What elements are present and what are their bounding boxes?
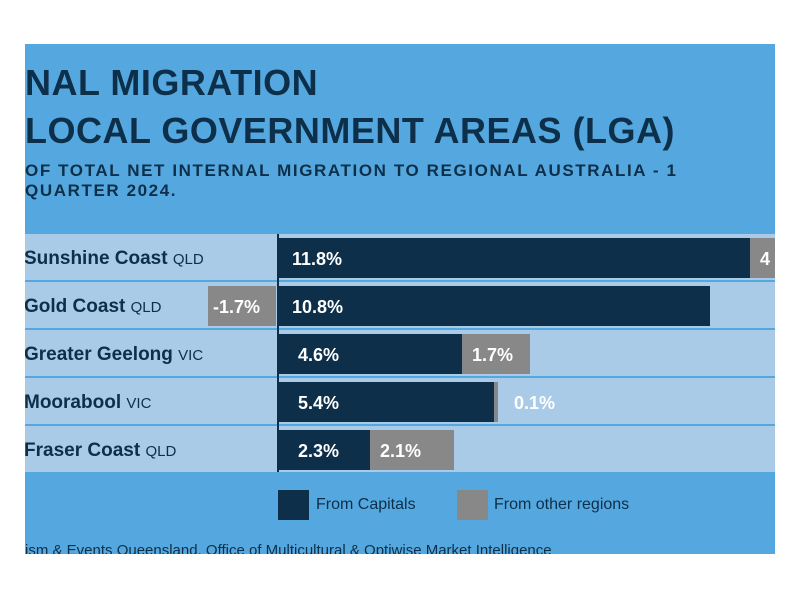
category-label: Fraser Coast QLD bbox=[25, 440, 176, 461]
state-label: QLD bbox=[145, 443, 176, 460]
bar-from-capitals bbox=[278, 382, 494, 422]
bar-from-other-regions bbox=[370, 430, 454, 470]
bar-from-other-regions bbox=[208, 286, 276, 326]
value-label-other: 1.7% bbox=[472, 345, 513, 365]
category-label: Greater Geelong VIC bbox=[25, 344, 203, 365]
state-label: VIC bbox=[178, 347, 203, 364]
migration-bar-chart: Sunshine Coast QLD 11.8% 4 Gold Coast QLD 10… bbox=[25, 234, 775, 472]
state-label: QLD bbox=[173, 251, 204, 268]
source-note: ism & Events Queensland, Office of Multi… bbox=[25, 542, 552, 554]
value-label-other: 0.1% bbox=[514, 393, 555, 413]
value-label-capitals: 10.8% bbox=[292, 297, 343, 317]
value-label-capitals: 4.6% bbox=[298, 345, 339, 365]
legend-label-capitals: From Capitals bbox=[316, 496, 416, 513]
legend-swatch-other bbox=[457, 490, 488, 520]
value-label-other: 2.1% bbox=[380, 441, 421, 461]
value-label-capitals: 2.3% bbox=[298, 441, 339, 461]
value-label-capitals: 5.4% bbox=[298, 393, 339, 413]
legend-swatch-capitals bbox=[278, 490, 309, 520]
subtitle-line-1: OF TOTAL NET INTERNAL MIGRATION TO REGIO… bbox=[25, 161, 678, 180]
category-label: Moorabool VIC bbox=[25, 392, 152, 413]
bar-from-other-regions bbox=[494, 382, 498, 422]
title-line-1: NAL MIGRATION bbox=[25, 62, 319, 103]
title-line-2: LOCAL GOVERNMENT AREAS (LGA) bbox=[25, 110, 675, 151]
value-label-other: -1.7% bbox=[213, 297, 260, 317]
bar-from-capitals bbox=[278, 430, 370, 470]
legend-label-other: From other regions bbox=[494, 496, 630, 513]
bar-from-other-regions bbox=[462, 334, 530, 374]
state-label: VIC bbox=[126, 395, 151, 412]
bar-from-capitals bbox=[278, 286, 710, 326]
category-label: Sunshine Coast QLD bbox=[25, 248, 204, 269]
bar-from-capitals bbox=[278, 334, 462, 374]
infographic-panel: NAL MIGRATION LOCAL GOVERNMENT AREAS (LG… bbox=[25, 44, 775, 554]
state-label: QLD bbox=[131, 299, 162, 316]
subtitle-line-2: QUARTER 2024. bbox=[25, 181, 178, 200]
value-label-capitals: 11.8% bbox=[292, 249, 342, 269]
bar-from-other-regions bbox=[750, 238, 775, 278]
category-label: Gold Coast QLD bbox=[25, 296, 162, 317]
bar-from-capitals bbox=[278, 238, 750, 278]
value-label-other: 4 bbox=[760, 249, 770, 269]
